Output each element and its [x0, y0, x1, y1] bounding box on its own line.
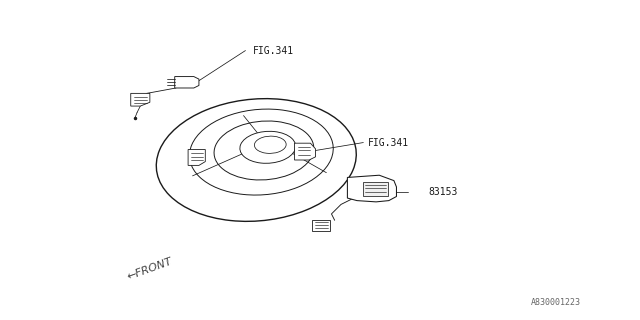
Polygon shape — [312, 220, 330, 231]
Text: 83153: 83153 — [428, 187, 458, 197]
Polygon shape — [188, 149, 205, 165]
Polygon shape — [294, 143, 316, 160]
Ellipse shape — [156, 99, 356, 221]
Text: ←FRONT: ←FRONT — [125, 257, 173, 282]
Polygon shape — [175, 76, 199, 88]
Ellipse shape — [214, 121, 314, 180]
Text: A830001223: A830001223 — [531, 298, 580, 307]
Polygon shape — [364, 181, 388, 196]
Text: FIG.341: FIG.341 — [253, 45, 294, 56]
Text: FIG.341: FIG.341 — [368, 138, 409, 148]
Polygon shape — [348, 175, 396, 202]
Polygon shape — [131, 93, 150, 106]
Ellipse shape — [240, 131, 296, 163]
Ellipse shape — [255, 136, 286, 153]
Ellipse shape — [189, 109, 333, 195]
